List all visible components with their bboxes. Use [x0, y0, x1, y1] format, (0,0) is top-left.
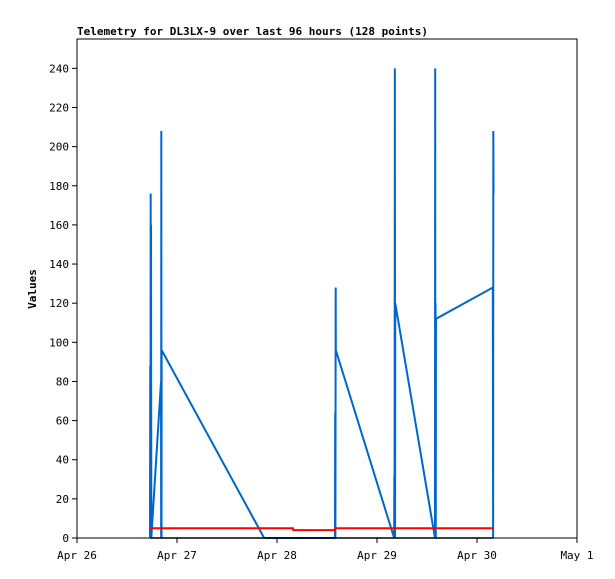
- y-tick-label-3: 60: [56, 415, 69, 428]
- y-tick-label-9: 180: [49, 180, 69, 193]
- y-tick-label-1: 20: [56, 493, 69, 506]
- y-tick-label-2: 40: [56, 454, 69, 467]
- series-line-0: [148, 68, 495, 539]
- y-tick-label-10: 200: [49, 141, 69, 154]
- y-tick-label-12: 240: [49, 62, 69, 75]
- y-tick-label-8: 160: [49, 219, 69, 232]
- y-tick-label-6: 120: [49, 297, 69, 310]
- x-tick-label-0: Apr 26: [57, 549, 97, 562]
- y-tick-label-4: 80: [56, 375, 69, 388]
- y-tick-label-11: 220: [49, 101, 69, 114]
- y-axis-label: Values: [26, 269, 39, 309]
- y-tick-label-0: 0: [62, 532, 69, 545]
- x-tick-label-5: May 1: [560, 549, 593, 562]
- y-tick-label-7: 140: [49, 258, 69, 271]
- y-tick-label-5: 100: [49, 336, 69, 349]
- axis-layer: 0 20 40 60 80 100 120 140 160 180 200 220 240 Apr 26 A…: [49, 62, 593, 562]
- x-tick-label-2: Apr 28: [257, 549, 297, 562]
- series-layer: [148, 68, 495, 539]
- x-tick-label-1: Apr 27: [157, 549, 197, 562]
- x-tick-label-4: Apr 30: [457, 549, 497, 562]
- x-tick-label-3: Apr 29: [357, 549, 397, 562]
- chart-title: Telemetry for DL3LX-9 over last 96 hours…: [77, 25, 428, 38]
- series-line-1: [149, 527, 494, 532]
